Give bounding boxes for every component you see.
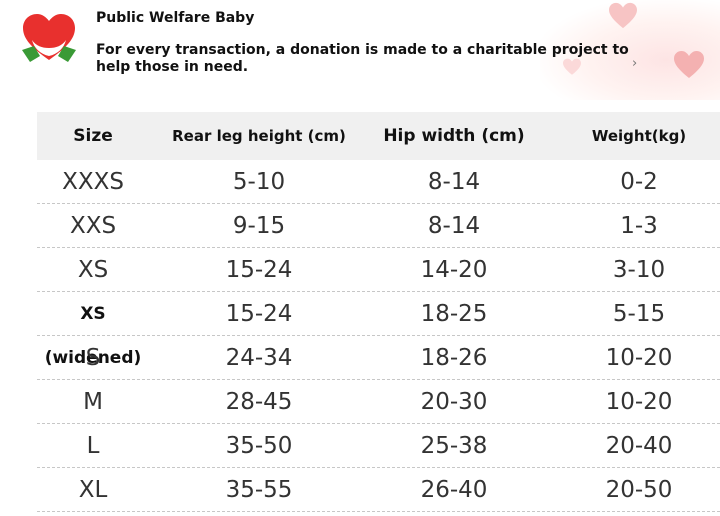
hip-cell: 26-40 (420, 477, 488, 503)
table-row: L 35-50 25-38 20-40 (37, 424, 720, 468)
table-row: XXXS 5-10 8-14 0-2 (37, 160, 720, 204)
weight-cell: 10-20 (605, 389, 673, 415)
table-row: S 24-34 18-26 10-20 (37, 336, 720, 380)
decor-heart-icon (609, 2, 637, 29)
header-hip-width: Hip width (cm) (383, 126, 525, 146)
size-cell: L (86, 433, 100, 459)
hip-cell: 20-30 (420, 389, 488, 415)
hip-cell: 8-14 (427, 169, 481, 195)
weight-cell: 5-15 (612, 301, 666, 327)
hip-cell: 25-38 (420, 433, 488, 459)
table-row: M 28-45 20-30 10-20 (37, 380, 720, 424)
heart-hands-icon (22, 14, 76, 62)
leg-cell: 35-50 (225, 433, 293, 459)
size-cell: XS (77, 257, 109, 283)
weight-cell: 0-2 (620, 169, 658, 195)
size-cell: S (85, 345, 101, 371)
banner-description: For every transaction, a donation is mad… (96, 42, 629, 75)
leg-cell: 15-24 (225, 301, 293, 327)
leg-cell: 28-45 (225, 389, 293, 415)
decor-heart-icon (563, 58, 581, 75)
leg-cell: 9-15 (232, 213, 286, 239)
weight-cell: 10-20 (605, 345, 673, 371)
leg-cell: 5-10 (232, 169, 286, 195)
weight-cell: 20-40 (605, 433, 673, 459)
size-cell: M (83, 389, 103, 415)
table-row: XXS 9-15 8-14 1-3 (37, 204, 720, 248)
hip-cell: 18-25 (420, 301, 488, 327)
banner-title: Public Welfare Baby (96, 10, 255, 26)
table-row: XS 15-24 14-20 3-10 (37, 248, 720, 292)
table-row: XL 35-55 26-40 20-50 (37, 468, 720, 512)
size-cell: XXS (69, 213, 117, 239)
leg-cell: 24-34 (225, 345, 293, 371)
size-cell: XS (widened) (44, 304, 142, 368)
hip-cell: 18-26 (420, 345, 488, 371)
leg-cell: 15-24 (225, 257, 293, 283)
table-row: XS (widened) 15-24 18-25 5-15 (37, 292, 720, 368)
header-weight: Weight(kg) (591, 127, 687, 145)
hip-cell: 14-20 (420, 257, 488, 283)
header-size: Size (73, 126, 113, 146)
decor-heart-icon (674, 51, 704, 78)
hip-cell: 8-14 (427, 213, 481, 239)
weight-cell: 3-10 (612, 257, 666, 283)
chevron-right-icon[interactable]: › (632, 56, 638, 71)
header-rear-leg-height: Rear leg height (cm) (172, 127, 346, 145)
charity-banner[interactable]: Public Welfare Baby For every transactio… (0, 0, 720, 100)
size-cell: XL (78, 477, 108, 503)
size-cell: XXXS (62, 169, 124, 195)
weight-cell: 1-3 (620, 213, 658, 239)
leg-cell: 35-55 (225, 477, 293, 503)
banner-decoration (540, 0, 720, 100)
weight-cell: 20-50 (605, 477, 673, 503)
size-chart-table: Size Rear leg height (cm) Hip width (cm)… (37, 112, 720, 512)
table-header-row: Size Rear leg height (cm) Hip width (cm)… (37, 112, 720, 160)
